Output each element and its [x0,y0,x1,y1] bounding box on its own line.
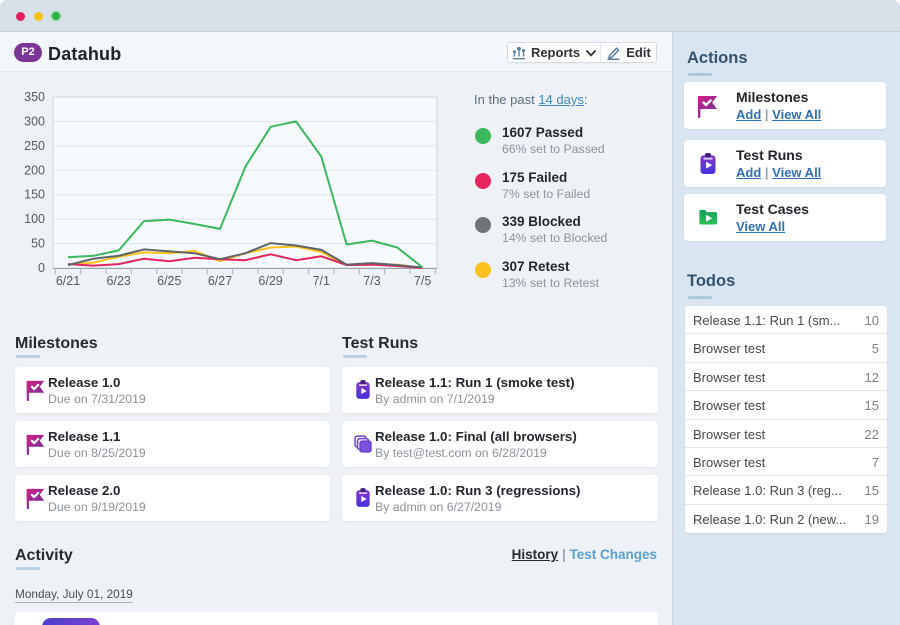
svg-text:200: 200 [24,163,45,177]
svg-text:6/23: 6/23 [107,274,131,288]
svg-text:7/3: 7/3 [363,274,380,288]
svg-text:7/5: 7/5 [414,274,431,288]
svg-text:0: 0 [38,261,45,275]
svg-text:7/1: 7/1 [313,274,330,288]
svg-text:100: 100 [24,212,45,226]
svg-text:6/27: 6/27 [208,274,232,288]
svg-text:300: 300 [24,114,45,128]
svg-text:350: 350 [24,90,45,104]
svg-text:6/29: 6/29 [258,274,282,288]
svg-text:6/25: 6/25 [157,274,181,288]
svg-text:50: 50 [31,237,45,251]
svg-text:250: 250 [24,139,45,153]
svg-text:150: 150 [24,188,45,202]
svg-text:6/21: 6/21 [56,274,80,288]
